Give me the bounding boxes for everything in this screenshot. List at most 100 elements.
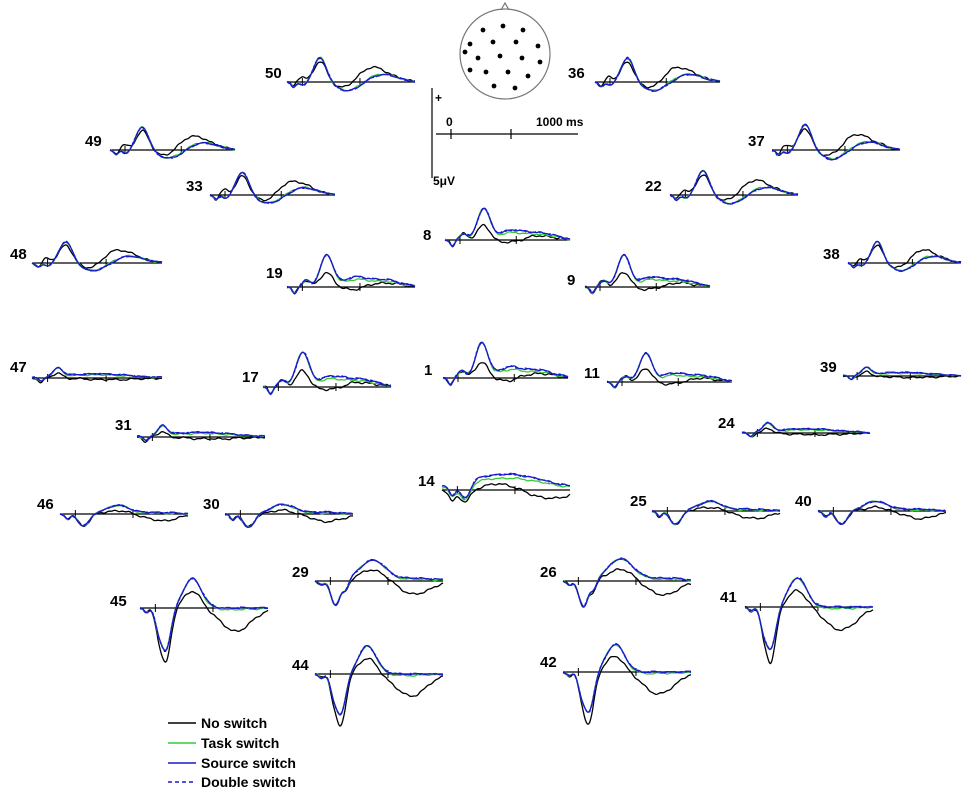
trace-double-switch <box>110 126 236 159</box>
trace-task-switch <box>772 124 900 160</box>
electrode-label: 36 <box>568 65 585 82</box>
head-outline <box>459 8 551 100</box>
electrode-30: 30 <box>203 496 354 529</box>
trace-double-switch <box>442 342 569 386</box>
electrode-label: 46 <box>37 496 54 513</box>
electrode-label: 14 <box>418 473 435 490</box>
electrode-label: 30 <box>203 496 220 513</box>
electrode-36: 36 <box>568 56 721 92</box>
electrode-48: 48 <box>10 240 163 272</box>
trace-no-switch <box>441 483 571 503</box>
electrode-9: 9 <box>567 253 711 295</box>
trace-double-switch <box>584 253 711 294</box>
electrode-46: 46 <box>37 496 189 528</box>
electrode-1: 1 <box>424 341 569 386</box>
trace-source-switch <box>209 171 336 204</box>
legend: No switch Task switch Source switch Doub… <box>168 715 296 790</box>
electrode-40: 40 <box>795 493 947 526</box>
trace-task-switch <box>562 558 692 608</box>
trace-source-switch <box>109 126 235 159</box>
trace-double-switch <box>843 366 962 380</box>
scale-x-start-label: 0 <box>446 115 453 129</box>
electrode-label: 42 <box>540 654 557 671</box>
head-electrode-dot <box>462 49 468 55</box>
electrode-label: 38 <box>823 246 840 263</box>
head-electrode-dot <box>505 69 511 75</box>
trace-double-switch <box>817 500 946 526</box>
head-electrode-dot <box>520 27 526 33</box>
electrode-8: 8 <box>423 207 571 248</box>
electrode-37: 37 <box>748 123 901 161</box>
trace-task-switch <box>606 352 733 389</box>
trace-double-switch <box>224 503 354 529</box>
head-electrode-dot <box>483 69 489 75</box>
electrode-label: 39 <box>820 359 837 376</box>
legend-label-double-switch: Double switch <box>201 774 296 790</box>
electrode-33: 33 <box>186 171 336 204</box>
trace-no-switch <box>847 244 962 269</box>
trace-no-switch <box>744 589 874 665</box>
trace-source-switch <box>562 558 692 608</box>
head-electrode-dot <box>490 39 496 45</box>
electrode-19: 19 <box>266 253 416 295</box>
trace-no-switch <box>562 568 692 608</box>
trace-double-switch <box>59 504 188 526</box>
trace-source-switch <box>314 558 444 606</box>
trace-source-switch <box>286 56 416 92</box>
trace-double-switch <box>607 351 733 389</box>
trace-task-switch <box>445 208 571 248</box>
head-electrode-dot <box>497 53 503 59</box>
electrode-47: 47 <box>10 359 163 384</box>
trace-source-switch <box>139 577 269 652</box>
electrode-22: 22 <box>645 169 799 205</box>
trace-no-switch <box>139 590 269 663</box>
scale-y-label: 5μV <box>433 174 455 188</box>
electrode-dots <box>462 23 543 91</box>
trace-task-switch <box>594 57 721 91</box>
electrode-24: 24 <box>718 415 871 438</box>
electrode-label: 41 <box>720 589 737 606</box>
trace-task-switch <box>286 56 416 92</box>
trace-no-switch <box>669 174 799 201</box>
trace-task-switch <box>584 254 711 295</box>
trace-no-switch <box>741 427 871 438</box>
electrode-label: 50 <box>265 65 282 82</box>
trace-double-switch <box>314 559 444 606</box>
head-electrode-dot <box>513 39 519 45</box>
trace-task-switch <box>315 559 444 607</box>
electrode-39: 39 <box>820 359 962 381</box>
head-map <box>459 1 551 100</box>
trace-double-switch <box>139 577 269 652</box>
trace-no-switch <box>842 370 962 381</box>
scale-bar: + 0 1000 ms 5μV <box>431 88 584 188</box>
scale-plus-label: + <box>435 91 442 105</box>
trace-task-switch <box>262 351 392 395</box>
trace-double-switch <box>669 170 799 205</box>
trace-no-switch <box>443 362 569 386</box>
trace-double-switch <box>31 367 163 382</box>
head-electrode-dot <box>467 41 473 47</box>
head-electrode-dot <box>467 67 473 73</box>
electrode-29: 29 <box>292 558 444 607</box>
trace-source-switch <box>59 504 189 527</box>
trace-task-switch <box>209 171 335 204</box>
trace-no-switch <box>594 61 721 89</box>
head-electrode-dot <box>525 73 531 79</box>
trace-source-switch <box>444 207 571 248</box>
legend-label-source-switch: Source switch <box>201 755 296 771</box>
electrode-label: 40 <box>795 493 812 510</box>
electrode-31: 31 <box>115 417 266 443</box>
trace-double-switch <box>563 557 692 608</box>
trace-source-switch <box>262 351 392 396</box>
head-electrode-dot <box>475 55 481 61</box>
trace-source-switch <box>31 241 163 272</box>
trace-double-switch <box>771 123 901 161</box>
trace-no-switch <box>136 431 266 443</box>
head-electrode-dot <box>535 43 541 49</box>
head-electrode-dot <box>519 55 525 61</box>
electrode-50: 50 <box>265 56 416 92</box>
trace-source-switch <box>847 240 962 273</box>
electrode-label: 33 <box>186 178 203 195</box>
